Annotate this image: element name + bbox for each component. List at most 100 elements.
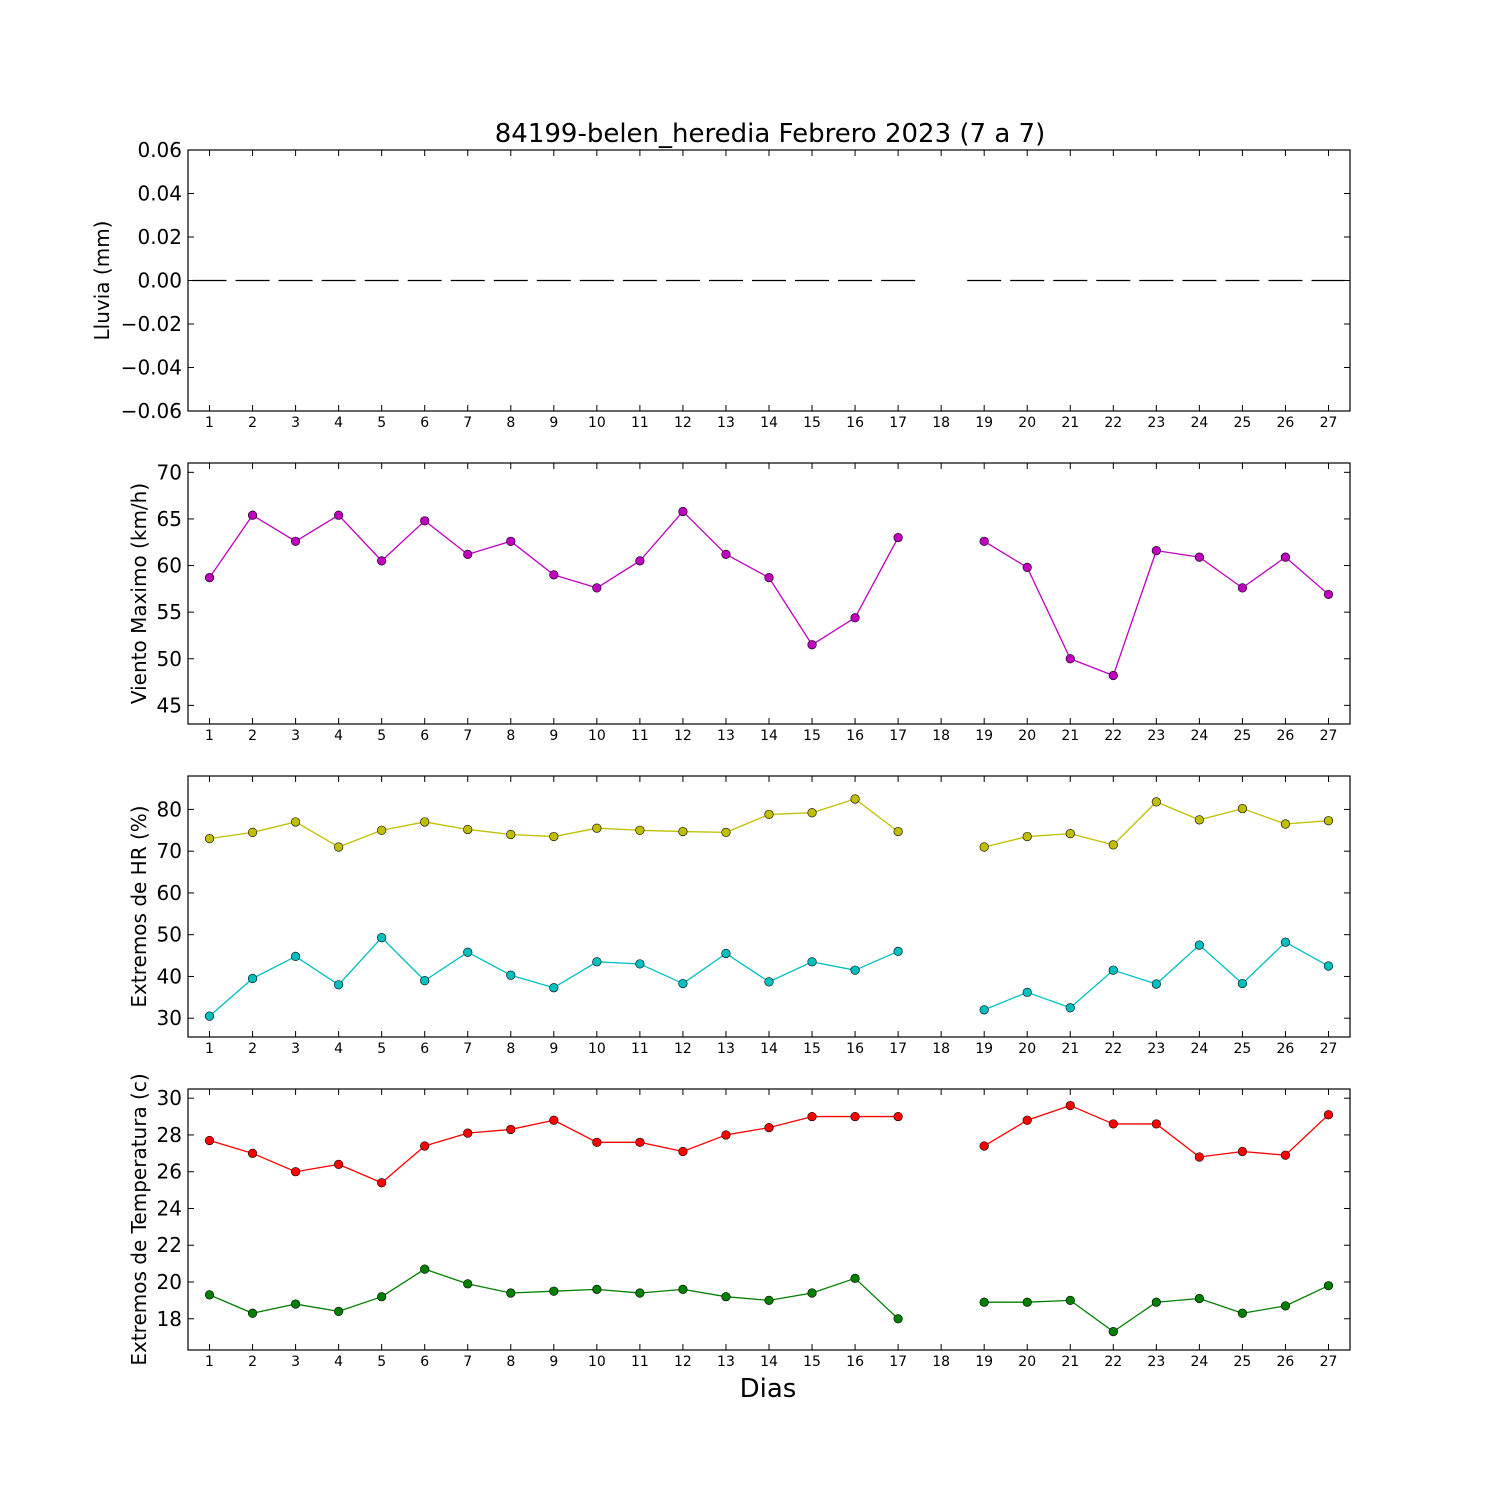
series-line-segment — [1199, 807, 1243, 821]
data-point — [1151, 1119, 1161, 1129]
data-point — [204, 573, 215, 583]
series-line-segment — [811, 961, 856, 971]
series-line-segment — [854, 798, 899, 833]
data-point — [592, 823, 602, 833]
x-tick-label: 18 — [932, 1041, 950, 1057]
series-line-segment — [1070, 1104, 1114, 1125]
series-line-segment — [252, 955, 296, 980]
series-line-segment — [467, 1128, 511, 1134]
series-line-segment — [854, 1277, 899, 1320]
x-tick-label: 23 — [1147, 1041, 1165, 1057]
series-line-segment — [553, 961, 598, 989]
x-tick-label: 9 — [549, 1041, 558, 1057]
series-line-segment — [295, 514, 339, 542]
data-point — [678, 1146, 688, 1157]
data-point — [850, 1273, 860, 1283]
series-line-segment — [338, 514, 383, 562]
data-point — [635, 825, 645, 835]
series-line-segment — [682, 511, 727, 555]
series-line-segment — [639, 1288, 683, 1294]
data-point — [290, 536, 301, 546]
x-tick-label: 16 — [846, 728, 864, 744]
series-line-segment — [983, 1119, 1028, 1147]
x-tick-label: 1 — [205, 728, 214, 744]
x-tick-label: 11 — [631, 728, 649, 744]
x-tick-label: 2 — [248, 1041, 257, 1057]
data-point — [549, 831, 559, 842]
x-tick-label: 26 — [1277, 1354, 1295, 1370]
series-line-segment — [424, 520, 469, 555]
x-tick-label: 25 — [1233, 728, 1251, 744]
y-tick-label: 60 — [157, 554, 182, 578]
x-tick-label: 13 — [717, 415, 735, 431]
x-tick-label: 5 — [377, 1041, 386, 1057]
data-point — [1065, 1003, 1075, 1013]
data-point — [635, 959, 645, 969]
series-line-segment — [510, 1290, 554, 1294]
data-point — [377, 1178, 387, 1188]
data-point — [1237, 583, 1248, 593]
series-line-segment — [1027, 1104, 1071, 1121]
x-tick-label: 15 — [803, 728, 821, 744]
series-line-segment — [510, 833, 554, 838]
y-axis-label: Extremos de Temperatura (c) — [127, 1073, 151, 1365]
x-tick-label: 14 — [760, 1354, 778, 1370]
series-line-segment — [338, 1163, 382, 1184]
x-tick-label: 20 — [1018, 415, 1036, 431]
data-point — [247, 973, 258, 984]
series-line-segment — [725, 952, 770, 983]
series-line-segment — [209, 1294, 253, 1314]
data-point — [764, 1122, 774, 1133]
x-tick-label: 18 — [932, 728, 950, 744]
data-point — [1237, 1146, 1248, 1157]
x-tick-label: 17 — [889, 1354, 907, 1370]
series-line-segment — [467, 828, 511, 836]
series-line-segment — [811, 1277, 856, 1294]
data-point — [979, 1297, 989, 1307]
series-line-segment — [682, 952, 727, 985]
x-tick-label: 7 — [463, 728, 472, 744]
series-line-segment — [854, 950, 899, 971]
data-point — [1065, 1295, 1075, 1305]
series-line-segment — [338, 937, 383, 986]
series-line-segment — [1027, 991, 1071, 1009]
x-tick-label: 12 — [674, 1041, 692, 1057]
x-tick-label: 18 — [932, 415, 950, 431]
y-tick-label: 50 — [157, 647, 182, 671]
series-line-segment — [467, 1283, 511, 1294]
series-line-segment — [209, 831, 253, 840]
data-point — [420, 516, 430, 526]
x-tick-label: 24 — [1190, 415, 1208, 431]
data-point — [592, 1137, 602, 1147]
x-tick-label: 3 — [291, 415, 300, 431]
x-tick-label: 4 — [334, 1354, 343, 1370]
data-point — [1280, 1150, 1291, 1160]
series-line-segment — [639, 829, 683, 833]
series-line-segment — [1156, 1297, 1200, 1303]
data-point — [204, 1135, 215, 1146]
x-tick-label: 7 — [463, 1354, 472, 1370]
series-line-segment — [1285, 941, 1329, 967]
data-point — [1022, 987, 1032, 997]
y-tick-label: 0.00 — [137, 269, 182, 293]
data-point — [334, 510, 344, 520]
series-line-segment — [725, 813, 770, 833]
y-axis-label: Viento Maximo (km/h) — [127, 483, 151, 704]
data-point — [334, 980, 344, 990]
x-tick-label: 23 — [1147, 1354, 1165, 1370]
x-tick-label: 27 — [1320, 728, 1338, 744]
data-point — [506, 829, 516, 840]
data-point — [635, 556, 645, 566]
data-point — [893, 532, 903, 543]
series-line-segment — [854, 537, 899, 619]
data-point — [721, 1292, 731, 1302]
data-point — [1323, 589, 1334, 600]
data-point — [377, 556, 387, 566]
series-line-segment — [983, 540, 1028, 568]
x-tick-label: 6 — [420, 415, 429, 431]
series-line-segment — [381, 821, 425, 831]
data-point — [420, 1264, 430, 1274]
